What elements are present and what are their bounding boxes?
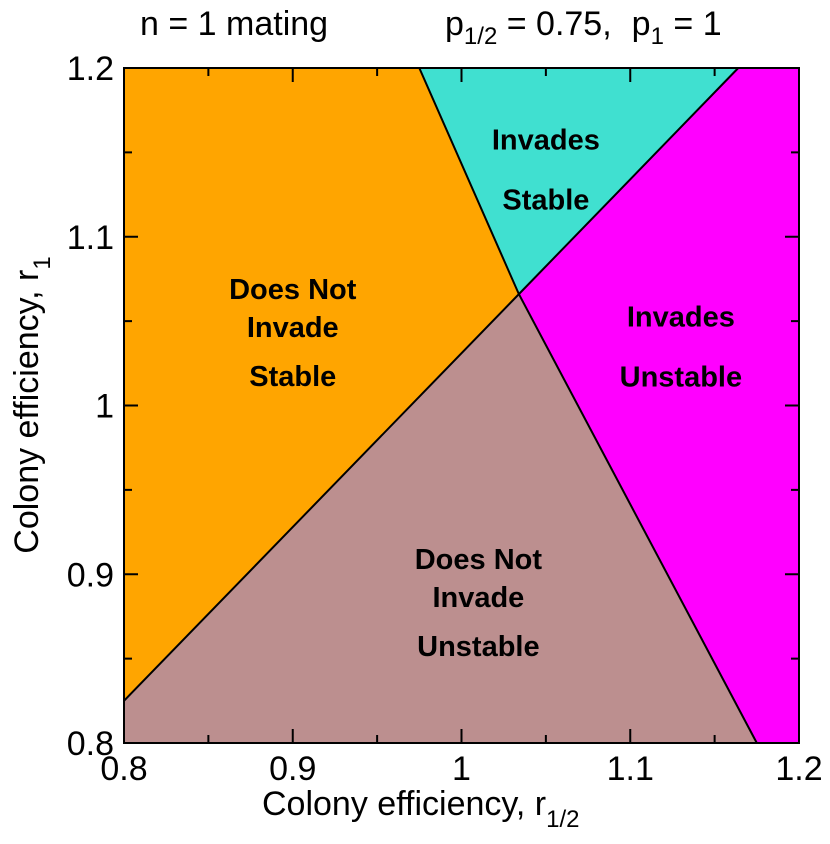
boundaries	[123, 67, 758, 744]
p-half-value: = 0.75,	[497, 5, 611, 43]
chart-title-right: p1/2 = 0.75, p1 = 1	[445, 5, 722, 50]
tick-labels: 0.8 0.9 1 1.1 1.2 0.8 0.9 1 1.1 1.2	[67, 50, 823, 788]
region-label-invades: Invades	[627, 301, 735, 333]
ticks	[123, 67, 800, 744]
region-label-invade: Invade	[432, 582, 524, 614]
regions	[124, 68, 799, 743]
region-magenta-area	[518, 68, 799, 743]
y-tick-label: 0.9	[67, 556, 114, 594]
x-tick-label: 1	[452, 750, 471, 788]
y-axis-label-text: Colony efficiency, r	[8, 270, 46, 554]
y-tick-label: 1	[95, 388, 114, 426]
x-axis-label-subscript: 1/2	[546, 806, 579, 833]
p-one-symbol: p	[632, 5, 651, 43]
y-tick-label: 0.8	[67, 725, 114, 763]
region-label-does-not: Does Not	[415, 544, 543, 576]
x-tick-label: 1.1	[607, 750, 654, 788]
x-axis-label-text: Colony efficiency, r	[262, 785, 546, 823]
region-label-invades: Invades	[492, 124, 600, 156]
y-axis-label: Colony efficiency, r1	[8, 256, 56, 553]
region-labels: Does Not Invade Stable Invades Stable Invades…	[229, 124, 742, 663]
region-label-invade: Invade	[247, 312, 339, 344]
region-brown-area	[124, 294, 757, 743]
region-label-unstable: Unstable	[417, 631, 539, 663]
invasion-boundary-line	[418, 67, 758, 744]
p-half-subscript: 1/2	[464, 23, 497, 50]
x-axis-label: Colony efficiency, r1/2	[262, 785, 579, 833]
x-tick-label: 0.9	[269, 750, 316, 788]
y-tick-label: 1.1	[67, 219, 114, 257]
region-label-unstable: Unstable	[620, 361, 742, 393]
region-label-stable: Stable	[502, 184, 589, 216]
region-orange-area	[124, 68, 519, 701]
p-half-symbol: p	[445, 5, 464, 43]
x-tick-label: 0.8	[100, 750, 147, 788]
region-label-does-not: Does Not	[229, 274, 357, 306]
region-label-stable: Stable	[249, 361, 336, 393]
p-one-subscript: 1	[651, 23, 664, 50]
region-cyan-area	[419, 68, 739, 295]
p-one-value: = 1	[664, 5, 722, 43]
chart-title-left: n = 1 mating	[140, 5, 328, 43]
y-axis-label-subscript: 1	[29, 256, 56, 269]
x-tick-label: 1.2	[775, 750, 822, 788]
y-tick-label: 1.2	[67, 50, 114, 88]
